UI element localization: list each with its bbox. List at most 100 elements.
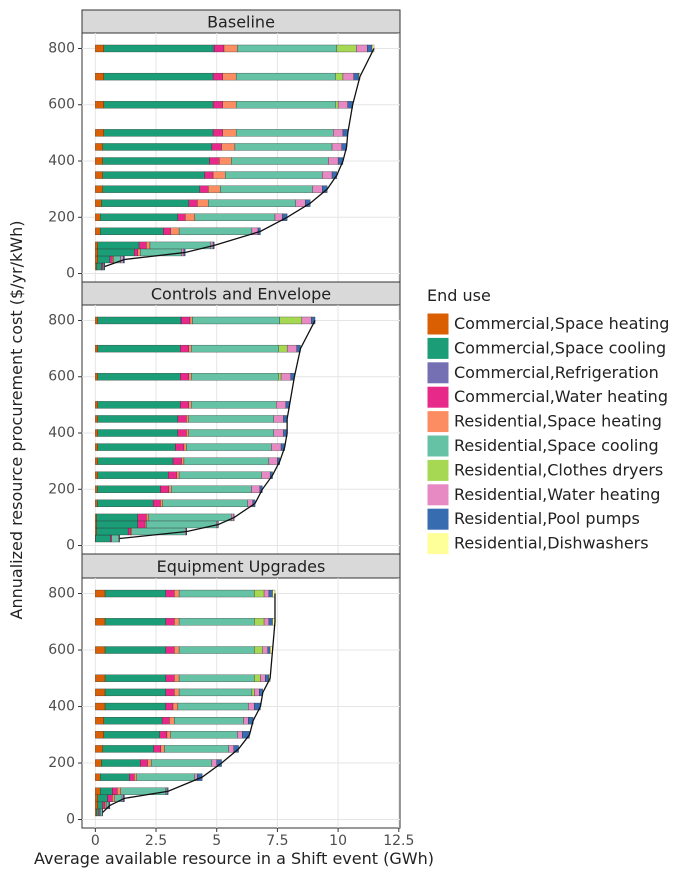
bar-segment — [174, 590, 179, 597]
bar-segment — [356, 45, 367, 52]
bar-segment — [161, 745, 165, 752]
facet-title: Baseline — [207, 13, 275, 32]
bar-segment — [213, 129, 223, 136]
bar-segment — [179, 228, 252, 235]
bar-segment — [162, 717, 169, 724]
bar-segment — [166, 703, 173, 710]
legend-swatch — [427, 313, 449, 335]
y-tick-label: 600 — [48, 369, 75, 385]
bar-segment — [328, 158, 338, 165]
bar-segment — [269, 618, 273, 625]
bar-segment — [269, 590, 273, 597]
bar-segment — [184, 444, 186, 451]
bar-segment — [186, 444, 271, 451]
bar-segment — [254, 675, 260, 682]
bar-segment — [184, 458, 269, 465]
bar-segment — [160, 731, 167, 738]
bar-segment — [95, 618, 105, 625]
bar-segment — [236, 101, 336, 108]
bar-segment — [104, 45, 213, 52]
bar-segment — [178, 703, 248, 710]
bar-segment — [163, 228, 170, 235]
bar-segment — [209, 158, 219, 165]
bar-segment — [95, 745, 102, 752]
bar-segment — [189, 200, 197, 207]
bar-segment — [223, 73, 236, 80]
bar-segment — [235, 143, 332, 150]
bar-segment — [148, 760, 152, 767]
bar-segment — [105, 618, 166, 625]
y-tick-label: 400 — [48, 425, 75, 441]
y-tick-label: 200 — [48, 755, 75, 771]
bar-segment — [175, 444, 183, 451]
bar-segment — [110, 256, 112, 263]
bar-segment — [153, 500, 160, 507]
bar-segment — [254, 590, 264, 597]
bar-segment — [192, 317, 279, 324]
bar-segment — [174, 689, 179, 696]
bar-segment — [139, 242, 146, 249]
y-tick-label: 800 — [48, 312, 75, 328]
bar-segment — [95, 521, 96, 528]
bar-segment — [163, 500, 248, 507]
bar-segment — [268, 647, 270, 654]
bar-segment — [98, 373, 181, 380]
bar-segment — [112, 788, 117, 795]
bar-segment — [95, 486, 97, 493]
bar-segment — [208, 186, 220, 193]
bar-segment — [180, 317, 181, 324]
bar-segment — [146, 242, 150, 249]
bar-segment — [98, 415, 178, 422]
bar-segment — [95, 788, 100, 795]
bar-segment — [95, 760, 101, 767]
y-tick-label: 800 — [48, 586, 75, 602]
legend-label: Commercial,Water heating — [454, 387, 668, 406]
bar-segment — [213, 101, 223, 108]
bar-segment — [98, 444, 176, 451]
bar-segment — [174, 647, 179, 654]
bar-segment — [171, 731, 238, 738]
bar-segment — [95, 444, 97, 451]
bar-segment — [98, 795, 108, 802]
bar-segment — [95, 249, 97, 256]
bar-segment — [197, 200, 208, 207]
bar-segment — [276, 401, 286, 408]
bar-segment — [103, 745, 154, 752]
bar-segment — [195, 214, 275, 221]
bar-segment — [95, 345, 97, 352]
bar-segment — [166, 618, 174, 625]
bar-segment — [151, 760, 212, 767]
bar-segment — [96, 535, 111, 542]
legend-label: Residential,Space heating — [454, 412, 662, 431]
bar-segment — [95, 242, 97, 249]
bar-segment — [166, 647, 174, 654]
bar-segment — [337, 45, 356, 52]
bar-segment — [98, 249, 134, 256]
bar-segment — [269, 458, 277, 465]
bar-segment — [121, 788, 166, 795]
bar-segment — [95, 143, 102, 150]
bar-segment — [264, 618, 269, 625]
bar-segment — [95, 129, 103, 136]
y-tick-label: 800 — [48, 40, 75, 56]
bar-segment — [104, 717, 162, 724]
bar-segment — [112, 535, 119, 542]
bar-segment — [95, 73, 103, 80]
bar-segment — [167, 731, 171, 738]
y-tick-label: 0 — [66, 538, 75, 554]
bar-segment — [205, 172, 213, 179]
bar-segment — [98, 472, 168, 479]
bar-segment — [254, 647, 262, 654]
bar-segment — [169, 717, 174, 724]
bar-segment — [220, 186, 312, 193]
legend-label: Residential,Clothes dryers — [454, 460, 663, 479]
legend-label: Residential,Pool pumps — [454, 509, 640, 528]
x-axis-label: Average available resource in a Shift ev… — [34, 849, 434, 868]
bar-segment — [97, 521, 138, 528]
legend-label: Commercial,Space cooling — [454, 338, 666, 357]
bar-segment — [95, 703, 105, 710]
bar-segment — [95, 590, 105, 597]
bar-segment — [95, 514, 96, 521]
bar-segment — [251, 486, 259, 493]
